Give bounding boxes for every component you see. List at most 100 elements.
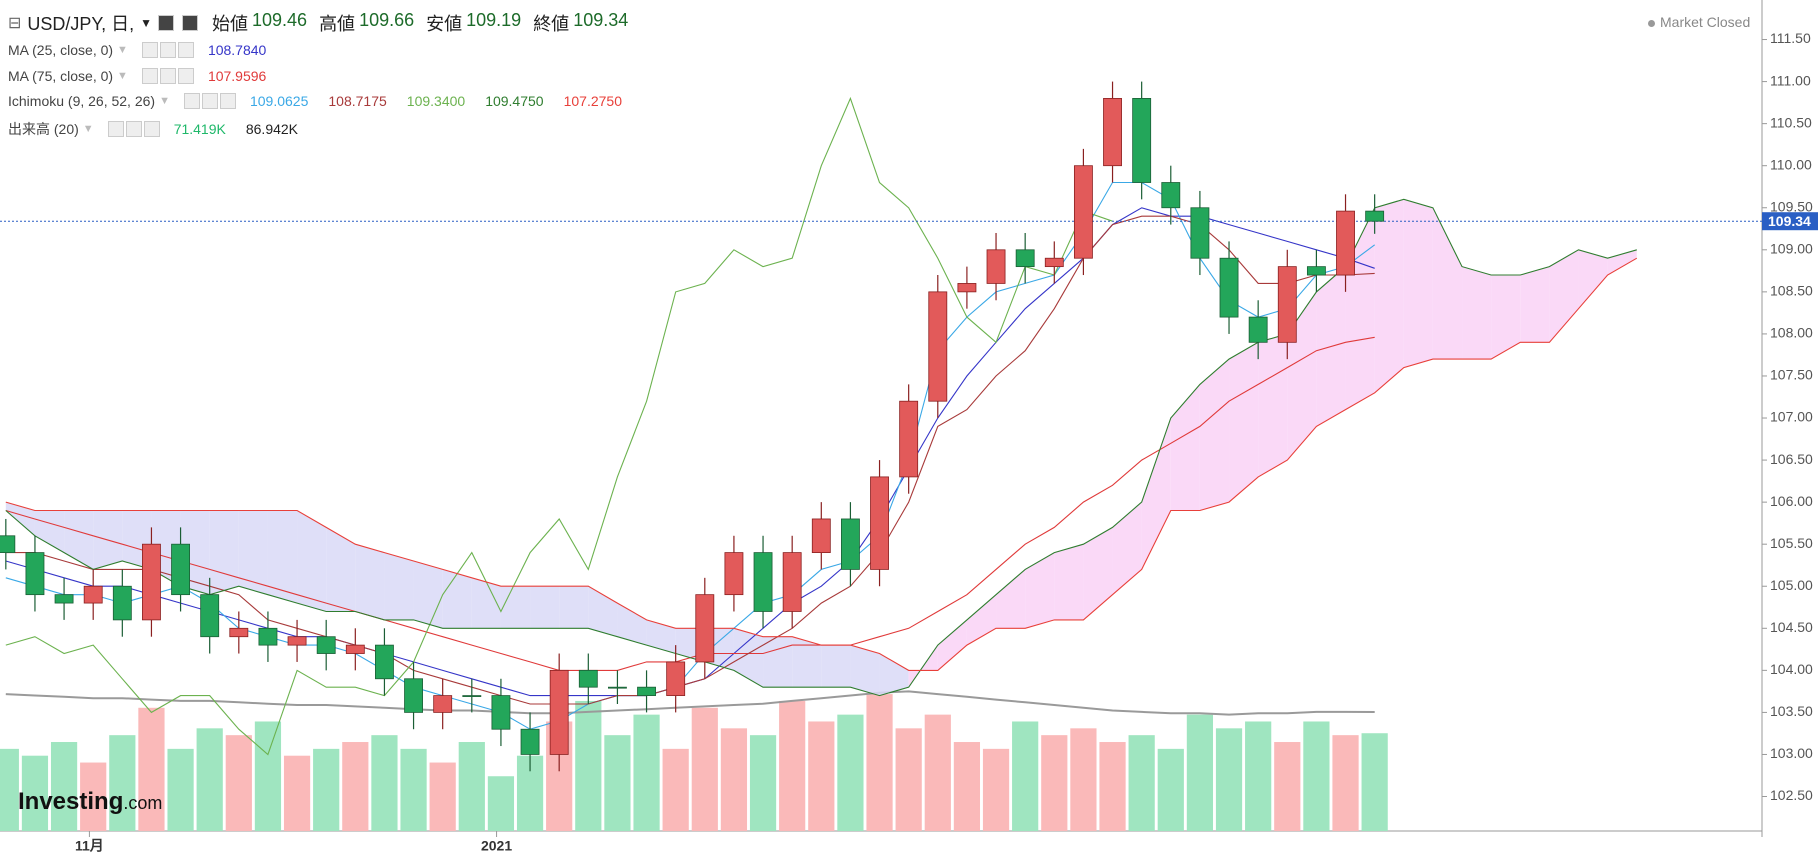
candle-body: [1044, 257, 1064, 268]
indicator-icon: [141, 42, 158, 58]
candle-body: [578, 669, 598, 688]
candle-body: [1248, 316, 1268, 343]
y-tick-label: 110.50: [1770, 114, 1812, 130]
cloud-segment: [1083, 527, 1113, 620]
status-dot: [1648, 20, 1655, 27]
y-tick-label: 103.50: [1770, 703, 1813, 719]
volume-bar: [50, 742, 78, 831]
cloud-segment: [1520, 266, 1550, 343]
indicator-icon: [141, 67, 158, 84]
y-tick-label: 106.00: [1770, 493, 1813, 509]
collapse-icon[interactable]: ⊟: [8, 15, 22, 32]
candle-body: [986, 249, 1006, 284]
volume-bar: [1128, 735, 1155, 831]
candle-body: [404, 678, 423, 713]
volume-bar: [1303, 721, 1330, 831]
volume-bar: [138, 707, 165, 831]
volume-bar: [283, 755, 311, 831]
candle-body: [171, 543, 190, 596]
volume-bar: [779, 700, 806, 831]
indicator-icon: [125, 120, 142, 137]
eye-icon[interactable]: [158, 15, 174, 31]
indicator-value: 109.4750: [485, 93, 544, 109]
candle-body: [287, 636, 307, 646]
ohlc-value: 109.34: [573, 10, 629, 30]
volume-bar: [80, 762, 107, 831]
indicator-icon: [183, 93, 200, 109]
volume-bar: [749, 735, 777, 831]
indicator-name: MA (75, close, 0): [8, 67, 114, 84]
candle-body: [1365, 210, 1385, 222]
caret: ▼: [159, 95, 170, 107]
candle-body: [637, 686, 656, 696]
indicator-line: [5, 215, 1375, 705]
y-tick-label: 109.00: [1770, 241, 1813, 257]
volume-bar: [924, 714, 951, 831]
volume-bar: [458, 742, 485, 831]
cloud-segment: [1549, 249, 1579, 343]
cloud-segment: [1374, 199, 1404, 393]
volume-bar: [837, 714, 864, 831]
candle-body: [811, 518, 831, 553]
cloud-segment: [1432, 207, 1463, 360]
volume-bar: [1274, 742, 1301, 831]
cloud-segment: [326, 527, 356, 612]
candle-body: [1073, 165, 1093, 259]
candle-body: [0, 535, 16, 553]
indicator-icon: [177, 67, 194, 84]
indicator-legend: Ichimoku (9, 26, 52, 26) ▼ 109.0625 108.717…: [8, 93, 642, 109]
ohlc-label: 終値: [533, 14, 570, 34]
volume-bar: [167, 748, 194, 831]
candle-body: [782, 552, 802, 612]
indicator-value: 107.9596: [207, 67, 267, 84]
y-tick-label: 106.50: [1770, 451, 1813, 467]
candle-body: [666, 661, 686, 696]
volume-bar: [313, 748, 340, 831]
x-tick-label: 11月: [75, 838, 104, 854]
volume-bar: [604, 735, 631, 831]
candle-body: [462, 695, 482, 697]
candle-body: [200, 594, 220, 638]
candle-body: [433, 695, 453, 713]
cloud-segment: [559, 586, 589, 629]
candle-body: [1306, 266, 1326, 276]
y-tick-label: 108.00: [1770, 325, 1813, 341]
volume-bar: [254, 721, 282, 831]
candle-body: [316, 636, 336, 654]
y-tick-label: 104.50: [1770, 619, 1813, 635]
volume-bar: [575, 700, 602, 831]
candle-body: [25, 552, 45, 596]
y-tick-label: 107.50: [1770, 367, 1813, 383]
candle-body: [258, 627, 278, 646]
indicator-line: [5, 257, 1638, 671]
symbol-title[interactable]: USD/JPY, 日,: [27, 14, 135, 34]
indicator-icon: [107, 120, 124, 137]
y-tick-label: 111.50: [1770, 30, 1811, 46]
volume-bar: [895, 728, 922, 831]
y-tick-label: 105.50: [1770, 535, 1813, 551]
logo-suffix: .com: [123, 793, 163, 813]
candle-body: [840, 518, 860, 570]
candle-body: [83, 585, 103, 604]
ohlc-value: 109.46: [252, 10, 308, 30]
candle-body: [1161, 182, 1181, 209]
ohlc-label: 始値: [212, 14, 248, 34]
logo: Investing.com: [18, 788, 162, 816]
volume-bar: [342, 742, 369, 831]
candle-body: [695, 594, 715, 663]
candle-body: [928, 291, 948, 402]
dropdown[interactable]: ▼: [140, 16, 152, 30]
cloud-segment: [646, 619, 676, 654]
candle-body: [112, 585, 132, 621]
candle-body: [1219, 257, 1239, 318]
volume-bar: [371, 735, 398, 831]
cloud-segment: [1199, 359, 1230, 511]
volume-bar: [1070, 728, 1097, 831]
gear-icon[interactable]: [182, 15, 198, 31]
candle-body: [957, 283, 977, 293]
candle-body: [724, 552, 744, 596]
cloud-segment: [733, 628, 764, 688]
logo-main: Investing: [18, 788, 124, 815]
volume-bar: [1012, 721, 1039, 831]
ohlc-value: 109.19: [466, 10, 522, 30]
